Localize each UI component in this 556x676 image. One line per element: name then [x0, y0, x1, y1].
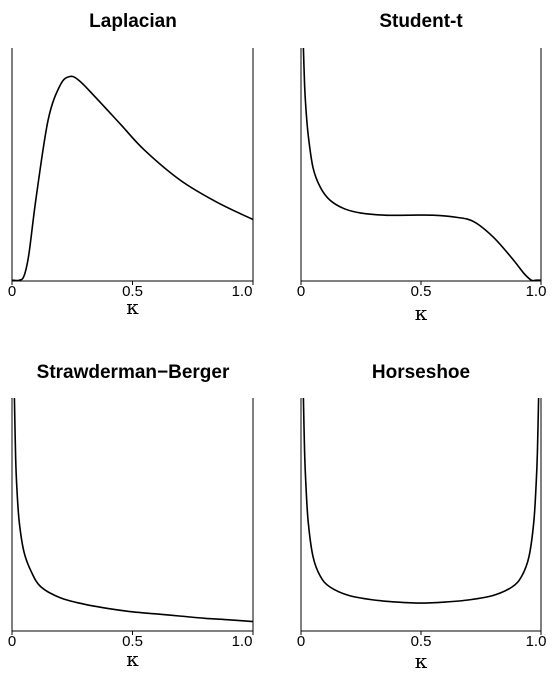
x-tick-label: 0.5 — [411, 283, 432, 300]
x-tick-label: 1.0 — [526, 633, 547, 650]
panel-student-t: Student-t 0 0.5 1.0 κ — [297, 11, 547, 325]
x-tick-label: 0 — [297, 283, 305, 300]
x-tick-label: 1.0 — [232, 283, 253, 300]
panel-title: Student-t — [379, 11, 463, 32]
x-tick-marks — [11, 281, 254, 285]
panel-title: Laplacian — [89, 11, 177, 32]
x-tick-label: 0.5 — [122, 283, 143, 300]
panel-laplacian: Laplacian 0 0.5 1.0 κ — [8, 11, 254, 319]
x-axis-label: κ — [126, 295, 139, 319]
panel-strawderman-berger: Strawderman−Berger 0 0.5 1.0 κ — [8, 362, 254, 671]
x-tick-label: 0.5 — [122, 633, 143, 650]
x-axis-label: κ — [415, 301, 428, 325]
x-tick-marks — [11, 631, 254, 635]
series-line — [302, 47, 541, 282]
series-line — [13, 397, 254, 623]
panel-horseshoe: Horseshoe 0 0.5 1.0 κ — [297, 362, 547, 673]
panel-title: Strawderman−Berger — [37, 362, 230, 383]
panel-title: Horseshoe — [372, 362, 470, 383]
x-tick-label: 1.0 — [232, 633, 253, 650]
x-tick-label: 0.5 — [411, 633, 432, 650]
x-axis-label: κ — [415, 649, 428, 673]
series-line — [302, 397, 540, 604]
x-tick-label: 1.0 — [526, 283, 547, 300]
x-axis-label: κ — [126, 647, 139, 671]
x-tick-label: 0 — [8, 283, 16, 300]
x-tick-marks — [300, 281, 542, 285]
series-line — [11, 75, 254, 282]
x-tick-label: 0 — [297, 633, 305, 650]
x-tick-marks — [300, 631, 542, 635]
x-tick-label: 0 — [8, 633, 16, 650]
